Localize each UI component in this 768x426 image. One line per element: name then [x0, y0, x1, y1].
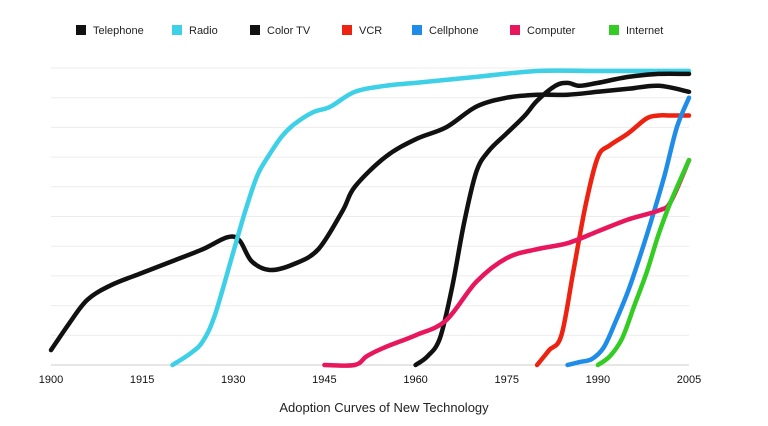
- legend-item-vcr: VCR: [342, 25, 382, 37]
- legend-swatch: [412, 25, 422, 35]
- series-line-telephone: [48, 83, 692, 353]
- x-tick-label: 1945: [312, 374, 336, 386]
- legend-item-cellphone: Cellphone: [412, 25, 479, 37]
- chart-caption: Adoption Curves of New Technology: [279, 400, 489, 415]
- series-line-cellphone: [565, 95, 692, 368]
- x-tick-label: 1915: [130, 374, 154, 386]
- legend-swatch: [250, 25, 260, 35]
- legend-swatch: [609, 25, 619, 35]
- legend-swatch: [172, 25, 182, 35]
- legend-swatch: [510, 25, 520, 35]
- legend-label: Telephone: [93, 25, 144, 37]
- legend-item-radio: Radio: [172, 25, 218, 37]
- legend-label: Cellphone: [429, 25, 479, 37]
- legend-swatch: [342, 25, 352, 35]
- legend-label: Computer: [527, 25, 576, 37]
- gridlines: [51, 67, 689, 366]
- legend-label: Radio: [189, 25, 218, 37]
- series-line-internet: [595, 157, 692, 368]
- series-line-color-tv: [413, 71, 692, 368]
- legend-item-telephone: Telephone: [76, 25, 144, 37]
- x-tick-label: 1930: [221, 374, 245, 386]
- series-line-radio: [170, 68, 692, 368]
- legend-item-color-tv: Color TV: [250, 25, 311, 37]
- legend-label: Color TV: [267, 25, 311, 37]
- legend-swatch: [76, 25, 86, 35]
- x-tick-label: 1960: [403, 374, 427, 386]
- series-line-computer: [322, 157, 692, 368]
- legend-label: VCR: [359, 25, 382, 37]
- x-tick-label: 1900: [39, 374, 63, 386]
- legend-item-internet: Internet: [609, 25, 663, 37]
- x-tick-label: 1990: [586, 374, 610, 386]
- series-lines: [48, 68, 692, 368]
- x-tick-label: 2005: [677, 374, 701, 386]
- x-axis: 1900 1915 1930 1945 1960 1975 1990 2005: [39, 374, 701, 386]
- legend: Telephone Radio Color TV VCR Cellphone Comput…: [76, 25, 663, 37]
- legend-item-computer: Computer: [510, 25, 576, 37]
- series-line-vcr: [534, 113, 692, 368]
- x-tick-label: 1975: [494, 374, 518, 386]
- legend-label: Internet: [626, 25, 663, 37]
